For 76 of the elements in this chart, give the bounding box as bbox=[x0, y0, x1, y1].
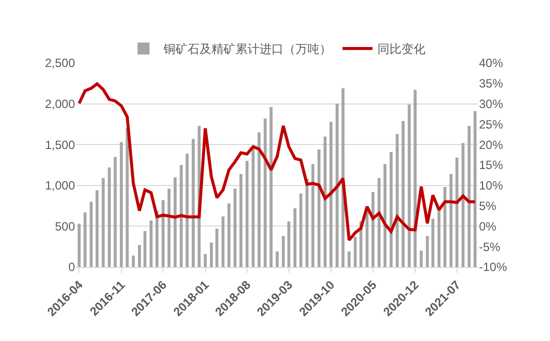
y2-tick-label: 20% bbox=[479, 138, 504, 152]
bar bbox=[431, 218, 434, 267]
bar bbox=[96, 190, 99, 267]
bar bbox=[305, 178, 308, 267]
bar bbox=[336, 104, 339, 267]
bar bbox=[378, 178, 381, 267]
bar bbox=[186, 154, 189, 267]
y2-tick-label: 10% bbox=[479, 178, 504, 193]
bar bbox=[143, 231, 146, 267]
bar bbox=[342, 88, 344, 267]
bar bbox=[84, 212, 87, 267]
bar bbox=[396, 134, 399, 267]
legend-label: 铜矿石及精矿累计进口（万吨） bbox=[162, 42, 332, 56]
y-tick-label: 2,500 bbox=[44, 56, 76, 70]
y-tick-label: 2,000 bbox=[44, 97, 76, 111]
bar bbox=[246, 160, 249, 267]
bar bbox=[402, 120, 405, 267]
bar bbox=[282, 236, 285, 267]
bar bbox=[468, 126, 471, 267]
bar bbox=[450, 174, 452, 267]
bar bbox=[270, 107, 273, 267]
bar bbox=[210, 242, 213, 267]
bar bbox=[287, 221, 290, 267]
bar bbox=[390, 152, 393, 267]
y2-tick-label: -5% bbox=[479, 240, 501, 254]
bar bbox=[324, 136, 327, 267]
y-tick-label: 500 bbox=[54, 219, 76, 234]
bar bbox=[222, 216, 224, 267]
bar bbox=[384, 164, 386, 267]
y2-tick-label: 5% bbox=[479, 199, 497, 213]
bar bbox=[227, 203, 230, 267]
bar bbox=[371, 192, 374, 267]
bar bbox=[426, 236, 429, 267]
y2-tick-label: 15% bbox=[479, 158, 504, 172]
bar bbox=[90, 202, 93, 267]
bar bbox=[78, 224, 81, 267]
bar bbox=[102, 178, 105, 267]
bar bbox=[168, 188, 170, 267]
bar bbox=[348, 252, 351, 267]
bar bbox=[120, 142, 123, 267]
bar bbox=[215, 228, 218, 267]
bar bbox=[258, 132, 261, 267]
y2-tick-label: 35% bbox=[479, 76, 504, 91]
bar bbox=[174, 177, 177, 267]
bar bbox=[474, 111, 477, 267]
bar bbox=[330, 122, 332, 267]
bar bbox=[443, 187, 446, 267]
bar bbox=[150, 220, 153, 267]
bar bbox=[462, 142, 464, 267]
bar bbox=[276, 252, 279, 267]
bar bbox=[311, 164, 314, 267]
bar bbox=[239, 174, 242, 267]
y-tick-label: 1,000 bbox=[44, 178, 76, 193]
bar bbox=[366, 209, 369, 267]
y-tick-label: 1,500 bbox=[44, 138, 76, 152]
y2-tick-label: 25% bbox=[479, 117, 504, 132]
y-tick-label: 0 bbox=[68, 260, 76, 274]
bar bbox=[204, 254, 207, 267]
bar bbox=[293, 208, 296, 267]
bar bbox=[414, 90, 417, 267]
line-series bbox=[78, 82, 477, 242]
bar bbox=[162, 200, 165, 267]
y2-tick-label: 0% bbox=[479, 219, 497, 234]
bar bbox=[114, 156, 117, 267]
bar bbox=[299, 194, 302, 267]
bar bbox=[264, 118, 267, 267]
bar bbox=[318, 150, 320, 267]
legend-label: 同比变化 bbox=[378, 42, 426, 56]
bar bbox=[234, 188, 236, 267]
y2-tick-label: 30% bbox=[479, 97, 504, 111]
bar bbox=[138, 244, 141, 267]
bar bbox=[455, 158, 458, 267]
y2-tick-label: -10% bbox=[479, 260, 508, 274]
y2-tick-label: 40% bbox=[479, 56, 504, 70]
bar bbox=[132, 256, 135, 267]
bar bbox=[108, 167, 111, 267]
